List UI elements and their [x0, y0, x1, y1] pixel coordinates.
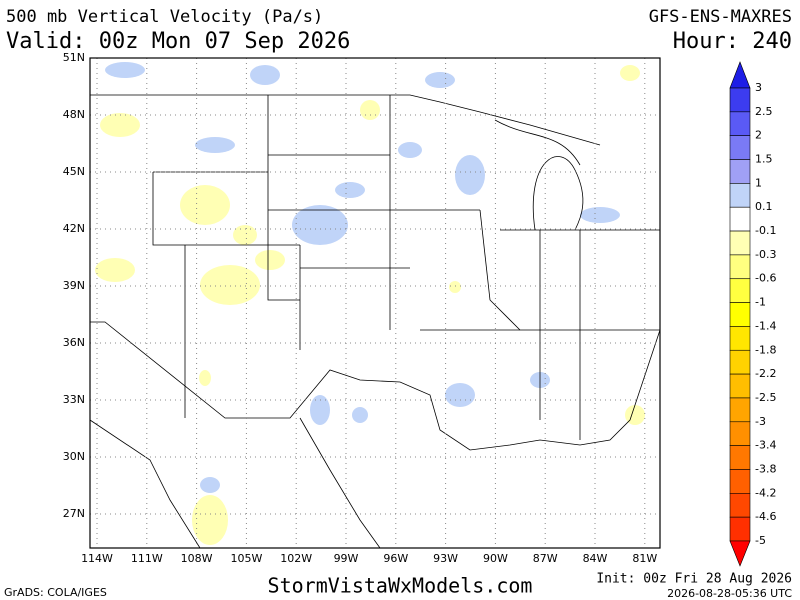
colorbar-label: -0.1	[755, 224, 776, 237]
lon-label: 108W	[181, 552, 213, 565]
colorbar-label: 2.5	[755, 105, 773, 118]
colorbar-label: -4.2	[755, 486, 776, 499]
colorbar-box	[729, 373, 751, 399]
model-name: GFS-ENS-MAXRES	[649, 7, 792, 27]
init-time: Init: 00z Fri 28 Aug 2026	[596, 572, 792, 587]
lat-label: 30N	[63, 450, 85, 463]
colorbar-label: -3.8	[755, 462, 776, 475]
lon-label: 87W	[533, 552, 558, 565]
lat-label: 51N	[63, 51, 85, 64]
colorbar-label: 3	[755, 81, 762, 94]
ascent-areas	[105, 62, 620, 493]
lon-label: 114W	[81, 552, 113, 565]
lon-label: 96W	[383, 552, 408, 565]
colorbar-box	[729, 230, 751, 256]
lat-label: 48N	[63, 108, 85, 121]
colorbar-box	[729, 326, 751, 351]
colorbar-label: -4.6	[755, 510, 776, 523]
colorbar-box	[729, 421, 751, 446]
site-name: StormVistaWxModels.com	[268, 574, 533, 598]
colorbar-box	[729, 278, 751, 303]
colorbar-box	[729, 159, 751, 184]
colorbar-box	[729, 349, 751, 375]
colorbar-label: 0.1	[755, 200, 773, 213]
forecast-hour: Hour: 240	[673, 29, 792, 54]
timestamp: 2026-08-28-05:36 UTC	[667, 587, 792, 600]
lon-label: 90W	[483, 552, 508, 565]
map-frame	[89, 57, 661, 549]
colorbar-label: -3.4	[755, 439, 776, 452]
colorbar-label: -0.3	[755, 248, 776, 261]
colorbar-label: -2.2	[755, 367, 776, 380]
colorbar-label: -1	[755, 296, 766, 309]
lat-label: 45N	[63, 165, 85, 178]
colorbar-box	[729, 493, 751, 518]
colorbar-label: -1.4	[755, 319, 776, 332]
lat-label: 42N	[63, 222, 85, 235]
colorbar-box	[729, 516, 751, 542]
colorbar-box	[729, 111, 751, 136]
colorbar-box	[729, 469, 751, 494]
colorbar-box	[729, 302, 751, 327]
colorbar-label: 2	[755, 129, 762, 142]
title: 500 mb Vertical Velocity (Pa/s)	[6, 7, 323, 27]
lat-label: 36N	[63, 336, 85, 349]
lon-label: 93W	[433, 552, 458, 565]
colorbar-box	[729, 87, 751, 113]
colorbar-box	[729, 445, 751, 470]
grads-credit: GrADS: COLA/IGES	[4, 586, 107, 599]
colorbar-label: -0.6	[755, 272, 776, 285]
lat-label: 33N	[63, 393, 85, 406]
lon-label: 102W	[280, 552, 312, 565]
colorbar-label: -1.8	[755, 343, 776, 356]
lon-label: 84W	[583, 552, 608, 565]
colorbar-box	[729, 397, 751, 423]
colorbar-label: -5	[755, 534, 766, 547]
lon-label: 99W	[334, 552, 359, 565]
colorbar-label: 1	[755, 176, 762, 189]
colorbar-label: 1.5	[755, 153, 773, 166]
lon-label: 105W	[230, 552, 262, 565]
colorbar-label: -2.5	[755, 391, 776, 404]
colorbar-box	[729, 254, 751, 280]
colorbar-label: -3	[755, 415, 766, 428]
valid-time: Valid: 00z Mon 07 Sep 2026	[6, 29, 350, 54]
lon-label: 81W	[632, 552, 657, 565]
lon-label: 111W	[131, 552, 163, 565]
lat-label: 39N	[63, 279, 85, 292]
colorbar-box	[729, 135, 751, 160]
colorbar-box	[729, 206, 751, 232]
colorbar-box	[729, 183, 751, 208]
boundaries	[89, 94, 661, 549]
lat-label: 27N	[63, 507, 85, 520]
colorbar-arrow	[729, 540, 751, 567]
